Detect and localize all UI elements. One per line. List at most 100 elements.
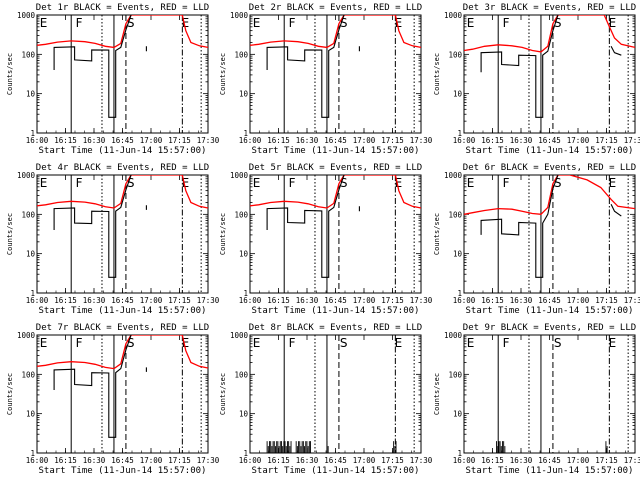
y-tick-label: 1 <box>243 129 248 138</box>
x-tick-label: 16:15 <box>481 456 504 465</box>
plot-title: Det 9r BLACK = Events, RED = LLD <box>463 323 636 333</box>
x-tick-label: 16:00 <box>26 456 49 465</box>
phase-marker-f: F <box>76 176 83 190</box>
x-tick-label: 17:15 <box>168 456 191 465</box>
x-tick-label: 16:15 <box>54 296 77 305</box>
x-tick-label: 16:00 <box>239 456 262 465</box>
y-tick-label: 100 <box>21 370 35 379</box>
x-axis-label: Start Time (11-Jun-14 15:57:00) <box>252 146 420 156</box>
x-tick-label: 17:00 <box>567 136 590 145</box>
x-axis-label: Start Time (11-Jun-14 15:57:00) <box>39 146 207 156</box>
y-tick-label: 1000 <box>444 11 463 20</box>
y-tick-label: 1 <box>457 449 462 458</box>
x-tick-label: 16:00 <box>453 456 476 465</box>
events-series-line <box>480 15 559 118</box>
phase-marker-s: S <box>127 16 135 30</box>
phase-marker-f: F <box>503 176 510 190</box>
y-tick-label: 1 <box>457 129 462 138</box>
lld-series-line <box>250 15 421 49</box>
x-tick-label: 16:45 <box>538 296 561 305</box>
y-axis-label: Counts/sec <box>219 213 227 255</box>
phase-marker-f: F <box>76 336 83 350</box>
x-tick-label: 17:00 <box>353 296 376 305</box>
x-tick-label: 16:30 <box>296 296 319 305</box>
x-tick-label: 17:15 <box>381 456 404 465</box>
phase-marker-s: S <box>127 336 135 350</box>
det-8-panel: Det 8r BLACK = Events, RED = LLD 1 10 100 10… <box>219 323 433 476</box>
x-tick-label: 17:30 <box>624 296 640 305</box>
phase-marker-e: E <box>395 176 403 190</box>
x-tick-label: 16:00 <box>26 296 49 305</box>
phase-marker-e: E <box>40 16 48 30</box>
det-9-panel: Det 9r BLACK = Events, RED = LLD 1 10 100 10… <box>433 323 640 476</box>
y-axis-label: Counts/sec <box>6 213 14 255</box>
phase-marker-e: E <box>40 336 48 350</box>
events-series-line <box>53 175 132 278</box>
phase-marker-f: F <box>289 336 296 350</box>
y-axis-label: Counts/sec <box>219 53 227 95</box>
x-tick-label: 16:30 <box>83 456 106 465</box>
y-axis-label: Counts/sec <box>219 373 227 415</box>
plot-title: Det 8r BLACK = Events, RED = LLD <box>249 323 422 333</box>
plot-title: Det 3r BLACK = Events, RED = LLD <box>463 3 636 13</box>
y-tick-label: 10 <box>26 250 36 259</box>
y-tick-label: 100 <box>234 210 248 219</box>
phase-marker-f: F <box>289 16 296 30</box>
x-tick-label: 17:15 <box>595 136 618 145</box>
events-tail-line <box>610 46 622 56</box>
x-tick-label: 16:30 <box>510 296 533 305</box>
y-axis-label: Counts/sec <box>433 213 441 255</box>
x-tick-label: 16:15 <box>481 296 504 305</box>
y-tick-label: 1 <box>243 449 248 458</box>
y-tick-label: 10 <box>453 90 463 99</box>
x-tick-label: 16:30 <box>83 136 106 145</box>
x-tick-label: 16:00 <box>239 136 262 145</box>
y-tick-label: 10 <box>453 410 463 419</box>
y-tick-label: 1000 <box>17 11 36 20</box>
det-1-panel: Det 1r BLACK = Events, RED = LLD 1 10 100 10… <box>6 3 220 156</box>
det-7-panel: Det 7r BLACK = Events, RED = LLD 1 10 100 10… <box>6 323 220 476</box>
phase-marker-e: E <box>182 176 190 190</box>
plot-title: Det 6r BLACK = Events, RED = LLD <box>463 163 636 173</box>
plot-title: Det 1r BLACK = Events, RED = LLD <box>36 3 209 13</box>
x-tick-label: 16:45 <box>111 296 134 305</box>
y-axis-label: Counts/sec <box>6 373 14 415</box>
x-axis-label: Start Time (11-Jun-14 15:57:00) <box>252 306 420 316</box>
plot-title: Det 5r BLACK = Events, RED = LLD <box>249 163 422 173</box>
x-tick-label: 17:30 <box>410 136 433 145</box>
y-tick-label: 100 <box>448 370 462 379</box>
phase-marker-e: E <box>467 176 475 190</box>
phase-marker-s: S <box>554 176 562 190</box>
x-tick-label: 16:30 <box>83 296 106 305</box>
phase-marker-e: E <box>253 336 261 350</box>
det-2-panel: Det 2r BLACK = Events, RED = LLD 1 10 100 10… <box>219 3 433 156</box>
y-axis-label: Counts/sec <box>6 53 14 95</box>
x-tick-label: 16:00 <box>453 296 476 305</box>
x-tick-label: 17:00 <box>140 136 163 145</box>
phase-marker-s: S <box>127 176 135 190</box>
x-tick-label: 16:00 <box>26 136 49 145</box>
x-axis-label: Start Time (11-Jun-14 15:57:00) <box>252 466 420 476</box>
x-tick-label: 16:15 <box>267 136 290 145</box>
events-tail-line <box>610 204 622 217</box>
phase-marker-e: E <box>467 16 475 30</box>
y-tick-label: 1000 <box>444 171 463 180</box>
y-tick-label: 1 <box>30 289 35 298</box>
x-tick-label: 17:30 <box>410 296 433 305</box>
x-tick-label: 16:00 <box>239 296 262 305</box>
phase-marker-s: S <box>554 16 562 30</box>
plot-title: Det 2r BLACK = Events, RED = LLD <box>249 3 422 13</box>
x-tick-label: 17:00 <box>140 456 163 465</box>
y-tick-label: 100 <box>21 210 35 219</box>
plot-title: Det 4r BLACK = Events, RED = LLD <box>36 163 209 173</box>
phase-marker-e: E <box>467 336 475 350</box>
events-series-line <box>266 175 345 278</box>
x-tick-label: 17:30 <box>197 456 220 465</box>
y-tick-label: 10 <box>26 90 36 99</box>
phase-marker-f: F <box>76 16 83 30</box>
x-tick-label: 16:15 <box>54 456 77 465</box>
phase-marker-e: E <box>609 336 617 350</box>
x-tick-label: 17:00 <box>140 296 163 305</box>
phase-marker-f: F <box>503 16 510 30</box>
